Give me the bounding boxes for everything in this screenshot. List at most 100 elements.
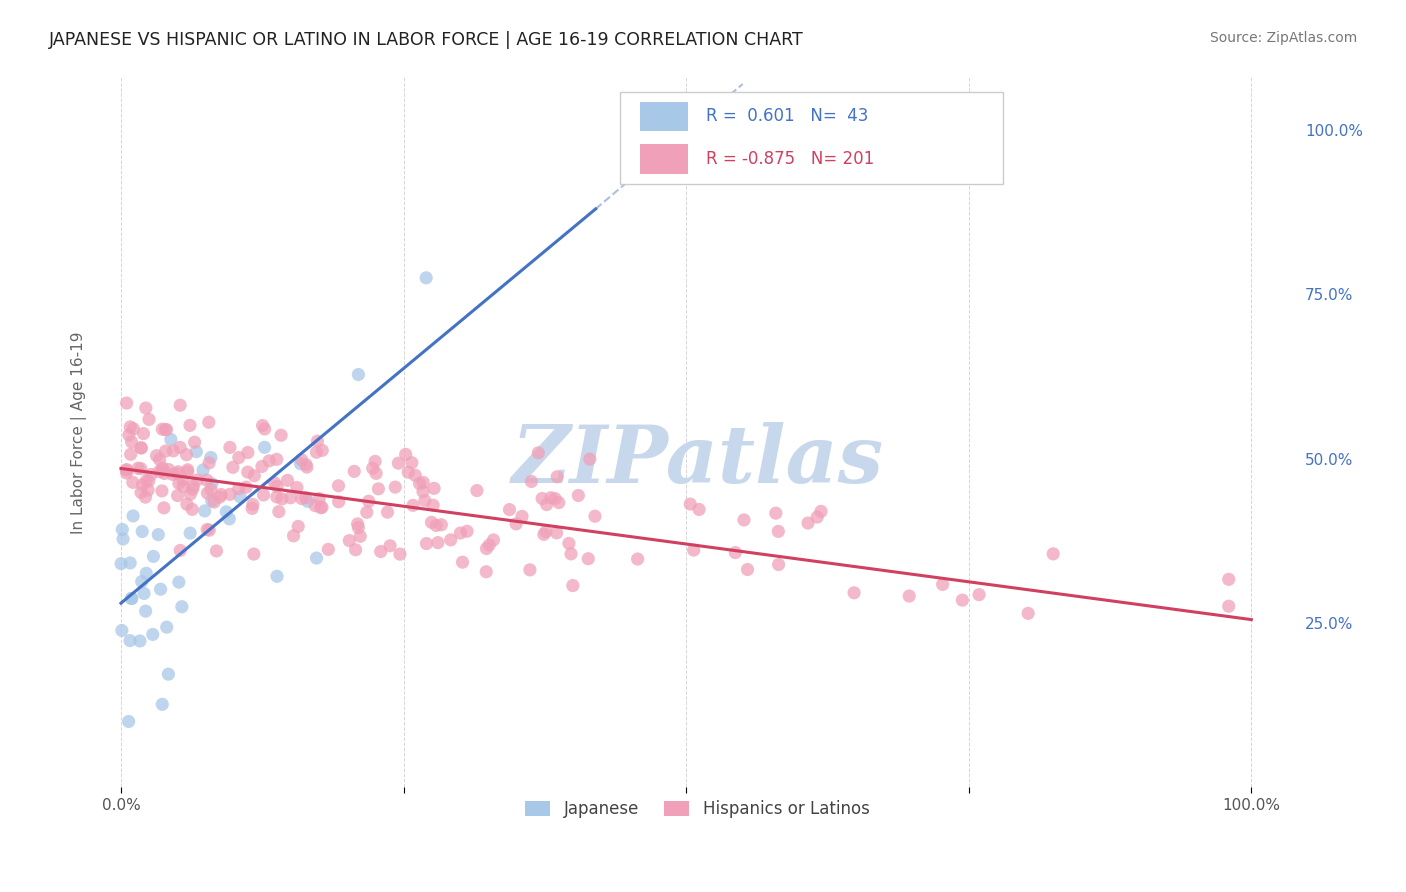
Point [228, 482, 250, 496]
Point [240, 501, 263, 516]
Point [194, 504, 217, 518]
Point [510, 509, 533, 524]
Point [135, 401, 157, 415]
Point [181, 502, 204, 516]
Point [186, 473, 208, 487]
Point [121, 591, 143, 606]
Point [142, 627, 165, 641]
Point [297, 494, 319, 508]
Point [449, 526, 471, 541]
Point [150, 422, 173, 436]
Point [200, 450, 222, 465]
Point [129, 461, 152, 475]
Point [198, 523, 221, 537]
Point [309, 500, 332, 515]
Point [153, 467, 176, 481]
Point [155, 444, 177, 458]
Point [200, 483, 222, 497]
Point [311, 500, 333, 515]
Point [179, 487, 201, 501]
Point [153, 500, 176, 515]
Point [280, 491, 302, 505]
Point [395, 447, 418, 461]
Point [422, 498, 444, 512]
Point [195, 523, 218, 537]
Point [266, 490, 288, 504]
Point [1218, 572, 1240, 586]
Point [120, 420, 142, 434]
Point [135, 474, 157, 488]
Point [546, 525, 568, 540]
Point [401, 456, 423, 470]
Point [209, 487, 232, 501]
Point [560, 547, 582, 561]
Point [132, 426, 155, 441]
Text: JAPANESE VS HISPANIC OR LATINO IN LABOR FORCE | AGE 16-19 CORRELATION CHART: JAPANESE VS HISPANIC OR LATINO IN LABOR … [49, 31, 804, 49]
Point [179, 526, 201, 541]
Point [378, 539, 401, 553]
Point [218, 512, 240, 526]
Point [121, 475, 143, 490]
Point [131, 478, 153, 492]
Point [122, 508, 145, 523]
Point [285, 480, 308, 494]
Point [290, 457, 312, 471]
Point [198, 415, 221, 429]
Point [423, 481, 446, 495]
Point [440, 533, 463, 547]
Point [167, 476, 190, 491]
Point [768, 524, 790, 539]
Point [253, 422, 276, 436]
Point [402, 499, 425, 513]
Point [250, 459, 273, 474]
Point [149, 452, 172, 467]
Point [304, 499, 326, 513]
Point [1042, 547, 1064, 561]
Point [183, 479, 205, 493]
Point [520, 475, 543, 489]
Point [337, 533, 360, 548]
Point [290, 491, 312, 506]
Point [305, 445, 328, 459]
Point [162, 443, 184, 458]
Point [527, 446, 550, 460]
Point [519, 563, 541, 577]
Point [547, 495, 569, 509]
Point [311, 443, 333, 458]
Point [219, 487, 242, 501]
Point [270, 428, 292, 442]
Point [205, 544, 228, 558]
Point [176, 465, 198, 479]
Point [266, 452, 288, 467]
Point [156, 620, 179, 634]
Point [426, 535, 449, 549]
Point [415, 536, 437, 550]
Point [152, 461, 174, 475]
Legend: Japanese, Hispanics or Latinos: Japanese, Hispanics or Latinos [519, 794, 876, 825]
Point [415, 270, 437, 285]
Point [412, 475, 434, 490]
Point [139, 467, 162, 482]
Point [413, 493, 436, 508]
Point [349, 529, 371, 543]
Point [346, 516, 368, 531]
Point [150, 483, 173, 498]
Point [364, 454, 387, 468]
Point [120, 591, 142, 606]
Point [567, 488, 589, 502]
Point [219, 441, 242, 455]
Point [176, 463, 198, 477]
Point [243, 547, 266, 561]
Point [157, 667, 180, 681]
Point [797, 516, 820, 530]
Point [118, 633, 141, 648]
Point [131, 574, 153, 589]
Point [357, 494, 380, 508]
Point [166, 467, 188, 481]
Point [307, 434, 329, 449]
Point [117, 714, 139, 729]
Point [157, 462, 180, 476]
Point [531, 491, 554, 506]
Point [396, 465, 419, 479]
Point [138, 474, 160, 488]
